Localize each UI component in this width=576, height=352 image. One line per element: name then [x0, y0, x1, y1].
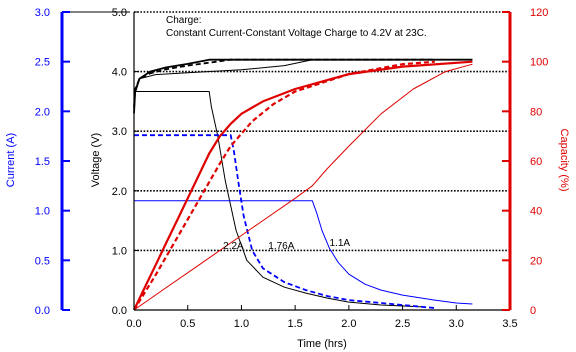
series-layer [133, 58, 473, 311]
series-rate-label: 1.76A [268, 241, 294, 252]
capacity-axis-label: Capacity (%) [558, 129, 570, 192]
x-axis-label: Time (hrs) [297, 338, 347, 350]
capacity-tick-label: 80 [530, 106, 542, 118]
series-line-capacity-1_76A [133, 60, 435, 311]
series-line-capacity-2_2A [133, 60, 473, 311]
current-tick-label: 2.0 [35, 106, 50, 118]
series-rate-label: 1.1A [330, 238, 351, 249]
series-line-current-1_1A [134, 200, 473, 305]
x-tick-label: 2.0 [341, 318, 356, 330]
current-tick-label: 2.5 [35, 57, 50, 69]
x-tick-label: 1.0 [234, 318, 249, 330]
axes-layer [60, 11, 512, 311]
annotation-line-2: Constant Current-Constant Voltage Charge… [166, 28, 427, 39]
voltage-tick-label: 4.0 [112, 67, 127, 79]
series-line-capacity-1_1A [133, 63, 473, 311]
capacity-tick-label: 40 [530, 206, 542, 218]
capacity-tick-label: 120 [530, 7, 548, 19]
capacity-tick-label: 20 [530, 255, 542, 267]
voltage-tick-label: 3.0 [112, 126, 127, 138]
current-tick-label: 0.0 [35, 305, 50, 317]
current-tick-label: 3.0 [35, 7, 50, 19]
series-line-current-1_76A [134, 134, 435, 309]
series-line-voltage-1_1A [133, 59, 473, 108]
capacity-tick-label: 100 [530, 57, 548, 69]
series-line-voltage-1_76A [133, 58, 435, 108]
grid-layer [134, 11, 510, 252]
x-tick-label: 3.5 [502, 318, 517, 330]
series-line-current-2_2A [134, 91, 425, 308]
series-rate-label: 2.2A [223, 241, 244, 252]
current-tick-label: 1.0 [35, 206, 50, 218]
x-tick-label: 0.5 [180, 318, 195, 330]
annotation-line-1: Charge: [166, 15, 202, 26]
current-tick-label: 1.5 [35, 156, 50, 168]
voltage-tick-label: 2.0 [112, 186, 127, 198]
voltage-tick-label: 5.0 [112, 7, 127, 19]
x-tick-label: 2.5 [395, 318, 410, 330]
capacity-tick-label: 0 [530, 305, 536, 317]
x-tick-label: 0.0 [126, 318, 141, 330]
current-axis-label: Current (A) [5, 133, 17, 187]
voltage-tick-label: 1.0 [112, 245, 127, 257]
voltage-tick-label: 0.0 [112, 305, 127, 317]
text-layer: 0.0 0.5 1.0 1.5 2.0 2.5 3.0 3.5 0.0 1.0 2.0 3.0 4.0 5… [35, 7, 549, 330]
capacity-tick-label: 60 [530, 156, 542, 168]
x-tick-label: 3.0 [449, 318, 464, 330]
x-tick-label: 1.5 [287, 318, 302, 330]
current-tick-label: 0.5 [35, 255, 50, 267]
voltage-axis-label: Voltage (V) [90, 133, 102, 187]
